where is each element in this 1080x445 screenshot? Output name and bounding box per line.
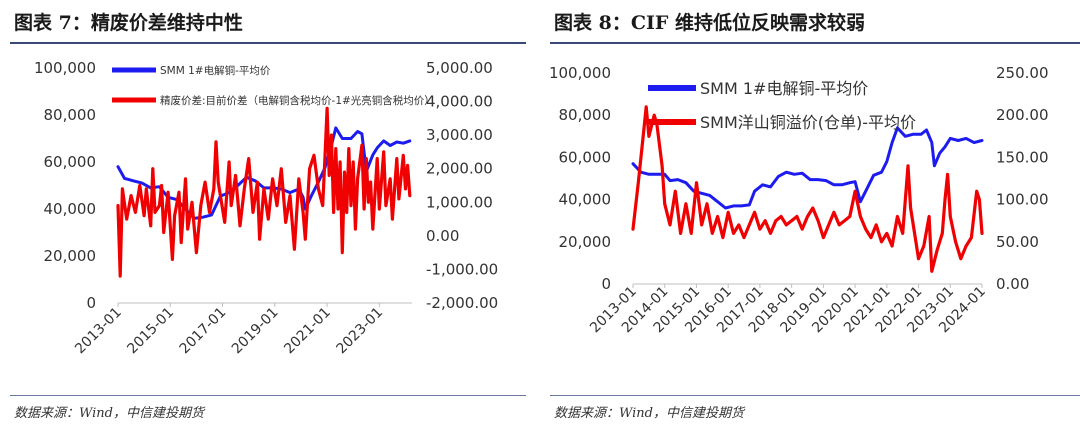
y-left-tick-label: 80,000 <box>44 106 97 124</box>
x-tick-label: 2013-01 <box>72 305 125 358</box>
left-source-note: 数据来源：Wind，中信建投期货 <box>14 406 204 421</box>
right-chart-svg: 100,000 80,000 60,000 40,000 20,000 0 250.00 20… <box>549 64 1049 336</box>
y-right-tick-label: 4,000.00 <box>426 93 493 111</box>
y-right-tick-label: -1,000.00 <box>426 260 498 278</box>
y-right-tick-label: 2,000.00 <box>426 160 493 178</box>
y-right-tick-label: -2,000.00 <box>426 294 498 312</box>
series-line-premium <box>116 106 412 278</box>
y-left-tick-label: 80,000 <box>559 106 612 124</box>
right-source-note: 数据来源：Wind，中信建投期货 <box>554 406 744 421</box>
left-chart-panel: 图表 7：精废价差维持中性 100,000 80,000 60,000 40,000 2… <box>0 0 526 445</box>
right-chart-panel: 图表 8：CIF 维持低位反映需求较弱 100,000 80,000 60,000 4… <box>540 0 1080 445</box>
y-left-tick-label: 0 <box>86 294 96 312</box>
y-left-tick-label: 40,000 <box>559 191 612 209</box>
y-right-tick-label: 3,000.00 <box>426 126 493 144</box>
legend-label: SMM 1#电解铜-平均价 <box>700 79 868 98</box>
right-title-rule <box>550 42 1080 44</box>
y-right-tick-label: 150.00 <box>996 148 1049 166</box>
y-left-tick-label: 20,000 <box>559 233 612 251</box>
series-line-premium <box>631 105 984 273</box>
legend-label: SMM洋山铜溢价(仓单)-平均价 <box>700 113 916 132</box>
y-right-tick-label: 0.00 <box>426 227 459 245</box>
left-chart-svg: 100,000 80,000 60,000 40,000 20,000 0 5,000.00… <box>34 59 498 358</box>
y-right-tick-label: 0.00 <box>996 275 1029 293</box>
y-left-tick-label: 40,000 <box>44 200 97 218</box>
y-left-tick-label: 0 <box>601 275 611 293</box>
legend-label: SMM 1#电解铜-平均价 <box>160 64 271 77</box>
y-right-tick-label: 1,000.00 <box>426 193 493 211</box>
legend-label: 精废价差:目前价差（电解铜含税均价-1#光亮铜含税均价） <box>160 94 435 107</box>
x-tick-label: 2015-01 <box>124 305 177 358</box>
x-tick-label: 2019-01 <box>229 305 282 358</box>
left-chart-title: 图表 7：精废价差维持中性 <box>14 12 243 34</box>
y-right-tick-label: 200.00 <box>996 106 1049 124</box>
y-left-tick-label: 60,000 <box>559 148 612 166</box>
series-line-copper-price <box>631 126 984 210</box>
y-right-tick-label: 5,000.00 <box>426 59 493 77</box>
series-line-copper-price <box>116 126 412 220</box>
right-source-rule <box>550 395 1080 396</box>
y-right-tick-label: 100.00 <box>996 191 1049 209</box>
y-left-tick-label: 60,000 <box>44 153 97 171</box>
x-tick-label: 2023-01 <box>333 305 386 358</box>
y-right-tick-label: 250.00 <box>996 64 1049 82</box>
y-left-tick-label: 100,000 <box>549 64 611 82</box>
right-chart-title: 图表 8：CIF 维持低位反映需求较弱 <box>554 12 865 34</box>
left-title-rule <box>10 42 526 44</box>
y-left-tick-label: 100,000 <box>34 59 96 77</box>
x-tick-label: 2017-01 <box>177 305 230 358</box>
x-tick-label: 2021-01 <box>281 305 334 358</box>
left-source-rule <box>10 395 526 396</box>
y-right-tick-label: 50.00 <box>996 233 1039 251</box>
y-left-tick-label: 20,000 <box>44 247 97 265</box>
